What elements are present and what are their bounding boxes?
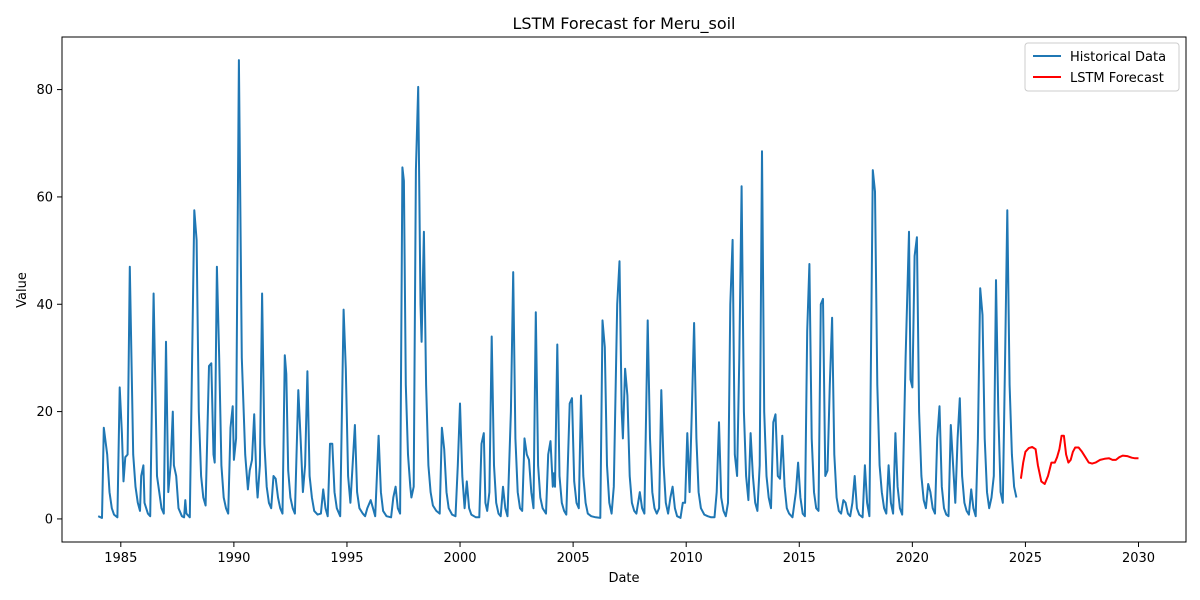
plot-frame	[61, 36, 1187, 543]
x-tick-label: 2025	[1009, 551, 1042, 566]
plot-area	[97, 59, 1139, 519]
y-tick-label: 80	[36, 83, 53, 98]
x-tick-label: 2005	[557, 551, 590, 566]
chart-title: LSTM Forecast for Meru_soil	[513, 14, 736, 34]
x-tick-label: 1985	[104, 551, 137, 566]
legend-label-historical: Historical Data	[1070, 50, 1166, 65]
x-tick-label: 2030	[1122, 551, 1155, 566]
x-tick-label: 1990	[217, 551, 250, 566]
x-tick-label: 2020	[896, 551, 929, 566]
x-tick-label: 2000	[443, 551, 476, 566]
legend: Historical Data LSTM Forecast	[1024, 42, 1180, 92]
y-axis-label: Value	[15, 272, 30, 308]
x-tick-label: 2015	[783, 551, 816, 566]
series-line-forecast	[1019, 434, 1139, 485]
y-tick-label: 0	[45, 512, 53, 527]
x-axis-label: Date	[608, 571, 639, 586]
x-tick-label: 1995	[330, 551, 363, 566]
y-tick-label: 40	[36, 298, 53, 313]
legend-box	[1024, 42, 1180, 92]
x-axis: 1985 1990 1995 2000 2005 2010 2015 2020 2025 2030	[104, 542, 1155, 566]
x-tick-label: 2010	[670, 551, 703, 566]
y-axis: 0 20 40 60 80	[36, 83, 62, 527]
y-tick-label: 20	[36, 405, 53, 420]
series-line-historical	[97, 59, 1018, 519]
legend-label-forecast: LSTM Forecast	[1070, 71, 1164, 86]
y-tick-label: 60	[36, 190, 53, 205]
